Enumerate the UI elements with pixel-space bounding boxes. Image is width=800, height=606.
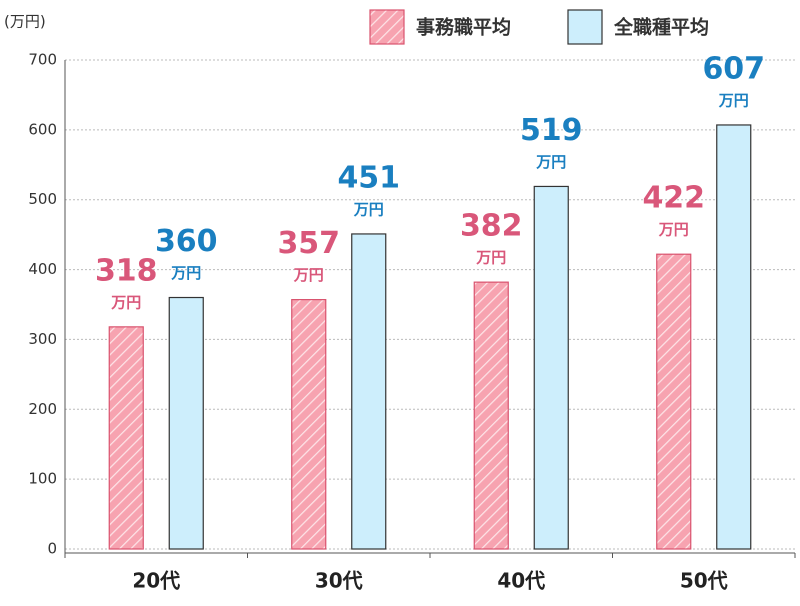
value-unit: 万円 xyxy=(293,266,324,284)
value-label: 607 xyxy=(702,51,765,86)
value-unit: 万円 xyxy=(718,91,749,109)
value-label: 451 xyxy=(337,160,400,195)
value-label: 318 xyxy=(95,253,158,288)
y-tick-label: 600 xyxy=(28,120,57,138)
y-axis-label: (万円) xyxy=(4,13,46,31)
value-unit: 万円 xyxy=(110,293,141,311)
bar xyxy=(473,281,509,550)
value-unit: 万円 xyxy=(170,264,201,282)
legend-label: 全職種平均 xyxy=(613,16,709,39)
value-unit: 万円 xyxy=(535,153,566,171)
bar xyxy=(656,253,692,550)
y-tick-label: 400 xyxy=(28,260,57,278)
x-tick-label: 50代 xyxy=(680,569,728,593)
value-label: 422 xyxy=(642,181,705,216)
bar xyxy=(168,296,204,550)
legend-swatch xyxy=(567,9,603,45)
y-tick-label: 100 xyxy=(28,470,57,488)
y-tick-label: 700 xyxy=(28,51,57,69)
y-tick-label: 200 xyxy=(28,400,57,418)
bar xyxy=(108,326,144,550)
y-tick-label: 500 xyxy=(28,190,57,208)
legend-swatch xyxy=(369,9,405,45)
x-tick-label: 20代 xyxy=(132,569,180,593)
x-tick-label: 30代 xyxy=(315,569,363,593)
bar xyxy=(533,185,569,550)
legend-label: 事務職平均 xyxy=(416,16,511,39)
value-label: 519 xyxy=(520,113,583,148)
x-tick-label: 40代 xyxy=(497,569,545,593)
y-tick-label: 300 xyxy=(28,330,57,348)
value-unit: 万円 xyxy=(475,249,506,267)
value-unit: 万円 xyxy=(353,200,384,218)
bar xyxy=(291,299,327,550)
y-tick-label: 0 xyxy=(47,540,57,558)
bar xyxy=(351,233,387,550)
value-unit: 万円 xyxy=(658,221,689,239)
value-label: 357 xyxy=(277,226,340,261)
value-label: 382 xyxy=(460,209,523,244)
value-label: 360 xyxy=(155,224,218,259)
bar xyxy=(716,124,752,550)
